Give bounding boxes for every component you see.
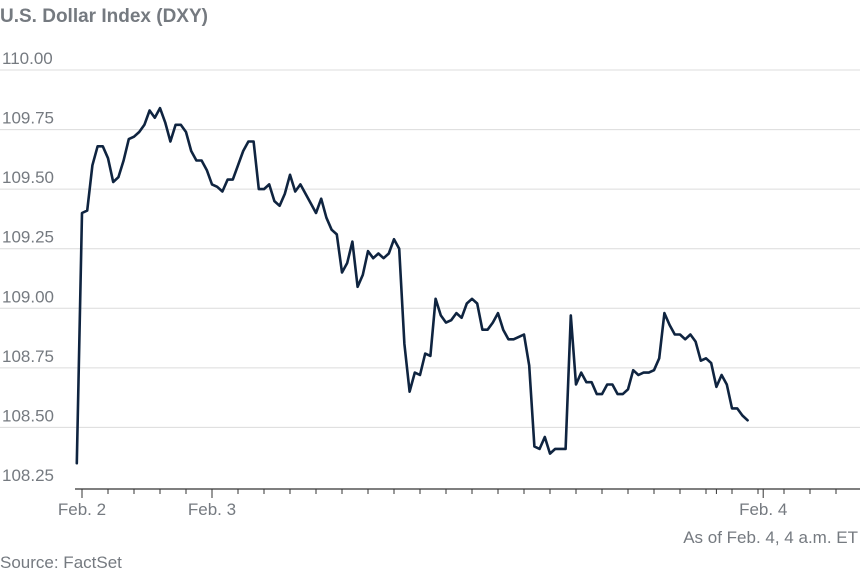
y-tick-label: 108.75 (2, 347, 54, 366)
gridlines (0, 69, 860, 428)
y-tick-label: 110.00 (2, 49, 53, 68)
source-note: Source: FactSet (0, 553, 122, 571)
series-layer (75, 106, 749, 465)
y-tick-label: 108.25 (2, 466, 54, 485)
y-tick-label: 109.25 (2, 228, 54, 247)
x-tick-label: Feb. 4 (739, 500, 787, 519)
timestamp-note: As of Feb. 4, 4 a.m. ET (683, 528, 858, 547)
x-tick-label: Feb. 2 (58, 500, 106, 519)
y-tick-label: 109.75 (2, 109, 54, 128)
dxy-series-line (75, 106, 749, 465)
y-tick-label: 108.50 (2, 406, 54, 425)
y-tick-label: 109.50 (2, 168, 54, 187)
x-axis-labels: Feb. 2 Feb. 3 Feb. 4 (58, 500, 787, 519)
chart-title: U.S. Dollar Index (DXY) (0, 6, 208, 27)
y-axis-labels: 110.00 109.75 109.50 109.25 109.00 108.75 108.… (2, 49, 54, 485)
x-axis-ticks (81, 489, 837, 498)
x-tick-label: Feb. 3 (188, 500, 236, 519)
y-tick-label: 109.00 (2, 287, 54, 306)
